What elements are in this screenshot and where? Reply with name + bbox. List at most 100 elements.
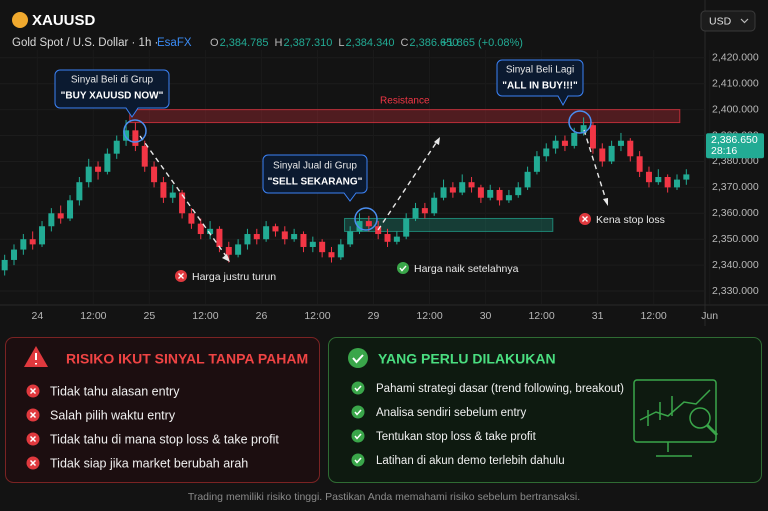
currency-dropdown[interactable] [700,10,756,32]
signal-circles [123,110,592,231]
callout: Sinyal Beli di Grup "BUY XAUUSD NOW" [54,69,170,118]
x-tick-label: 29 [368,310,380,322]
candle-body [20,239,27,250]
ohlc-value: 2,387.310 [283,37,332,49]
arrows [139,129,607,257]
candle-body [169,192,176,198]
candle-body [281,231,288,240]
candle-body [664,177,671,188]
y-tick-label: 2,410.000 [712,77,759,89]
panel-title: RISIKO IKUT SINYAL TANPA PAHAM [66,351,308,367]
candle-body [468,182,475,188]
y-tick-label: 2,360.000 [712,207,759,219]
check-mark [352,354,364,364]
candle-body [300,234,307,247]
zone-layer: Resistance [129,95,681,232]
candle-body [179,192,186,214]
candle-body [225,246,232,255]
candle-body [533,156,540,172]
candle-body [104,153,111,172]
candle-body [356,221,363,232]
candle-body [487,189,494,198]
candle-body [403,218,410,237]
risk-item: Tidak tahu di mana stop loss & take prof… [50,432,279,446]
candle-body [365,221,372,227]
candle-body [207,228,214,235]
candle-body [655,177,662,183]
callout: Sinyal Jual di Grup "SELL SEKARANG" [262,154,368,202]
risk-list: Tidak tahu alasan entry Salah pilih waktu… [26,384,279,470]
candle-layer [1,117,690,276]
ohlc-row: O 2,384.785 H 2,387.310 L 2,384.340 C 2,386.650 [210,37,458,49]
candle-body [244,234,251,245]
x-tick-label: 25 [144,310,156,322]
candle-body [375,226,382,235]
todo-panel [328,337,762,483]
currency: USD [709,15,732,27]
ohlc-label: C [400,37,408,49]
candle-body [617,140,624,146]
signal-circle [123,119,147,143]
y-tick-label: 2,400.000 [712,103,759,115]
x-tick-label: 24 [32,310,44,322]
candle-body [347,231,354,245]
footer: Trading memiliki risiko tinggi. Pastikan… [188,491,580,503]
monitor-stand [656,442,692,457]
candle-body [151,166,158,183]
ohlc-label: L [338,37,344,49]
candle-body [67,200,74,219]
candle-body [113,140,120,154]
note: Kena stop loss [596,214,665,226]
candle-body [673,179,680,188]
x-tick-label: 12:00 [641,310,667,322]
candle-body [608,145,615,162]
candle-body [627,140,634,157]
ohlc-label: O [210,37,219,49]
candle-body [216,228,223,247]
candle-body [505,195,512,201]
note: Harga naik setelahnya [414,263,519,275]
x-tick-label: 12:00 [192,310,218,322]
check-mark [354,385,362,392]
todo-item: Tentukan stop loss & take profit [376,431,537,443]
signal-circle [354,207,378,231]
magnifier [689,407,711,429]
check-mark [399,265,407,272]
x-tick-label: 30 [480,310,492,322]
candle-body [421,208,428,214]
candle-body [291,234,298,240]
symbol: XAUUSD [32,12,96,29]
candle-body [188,213,195,224]
ohlc-value: 2,384.785 [220,37,269,49]
callout-title: Sinyal Jual di Grup [273,161,357,172]
broker: EsaFX [157,37,192,49]
ohlc-value: 2,384.340 [346,37,395,49]
x-tick-label: 12:00 [416,310,442,322]
todo-item: Analisa sendiri sebelum entry [376,407,526,419]
callout-title: Sinyal Beli di Grup [71,75,154,86]
candle-body [76,182,83,201]
arrowhead [603,198,608,206]
x-tick-label: Jun [701,310,718,322]
candle-body [29,239,36,245]
check-icon [351,381,365,395]
candle-body [263,226,270,240]
y-tick-label: 2,350.000 [712,233,759,245]
candle-body [384,234,391,242]
candle-body [328,252,335,258]
arrowhead [222,254,230,262]
candle-body [309,241,316,247]
note: Harga justru turun [192,271,276,283]
check-icon [351,429,365,443]
check-icon [351,453,365,467]
ohlc-label: H [275,37,283,49]
callout-box [262,154,368,202]
callout-box [496,59,584,107]
last-price-label: 2,386.650 [711,134,758,146]
monitor-line [639,389,711,421]
candle-body [440,187,447,198]
candle-body [85,166,92,183]
